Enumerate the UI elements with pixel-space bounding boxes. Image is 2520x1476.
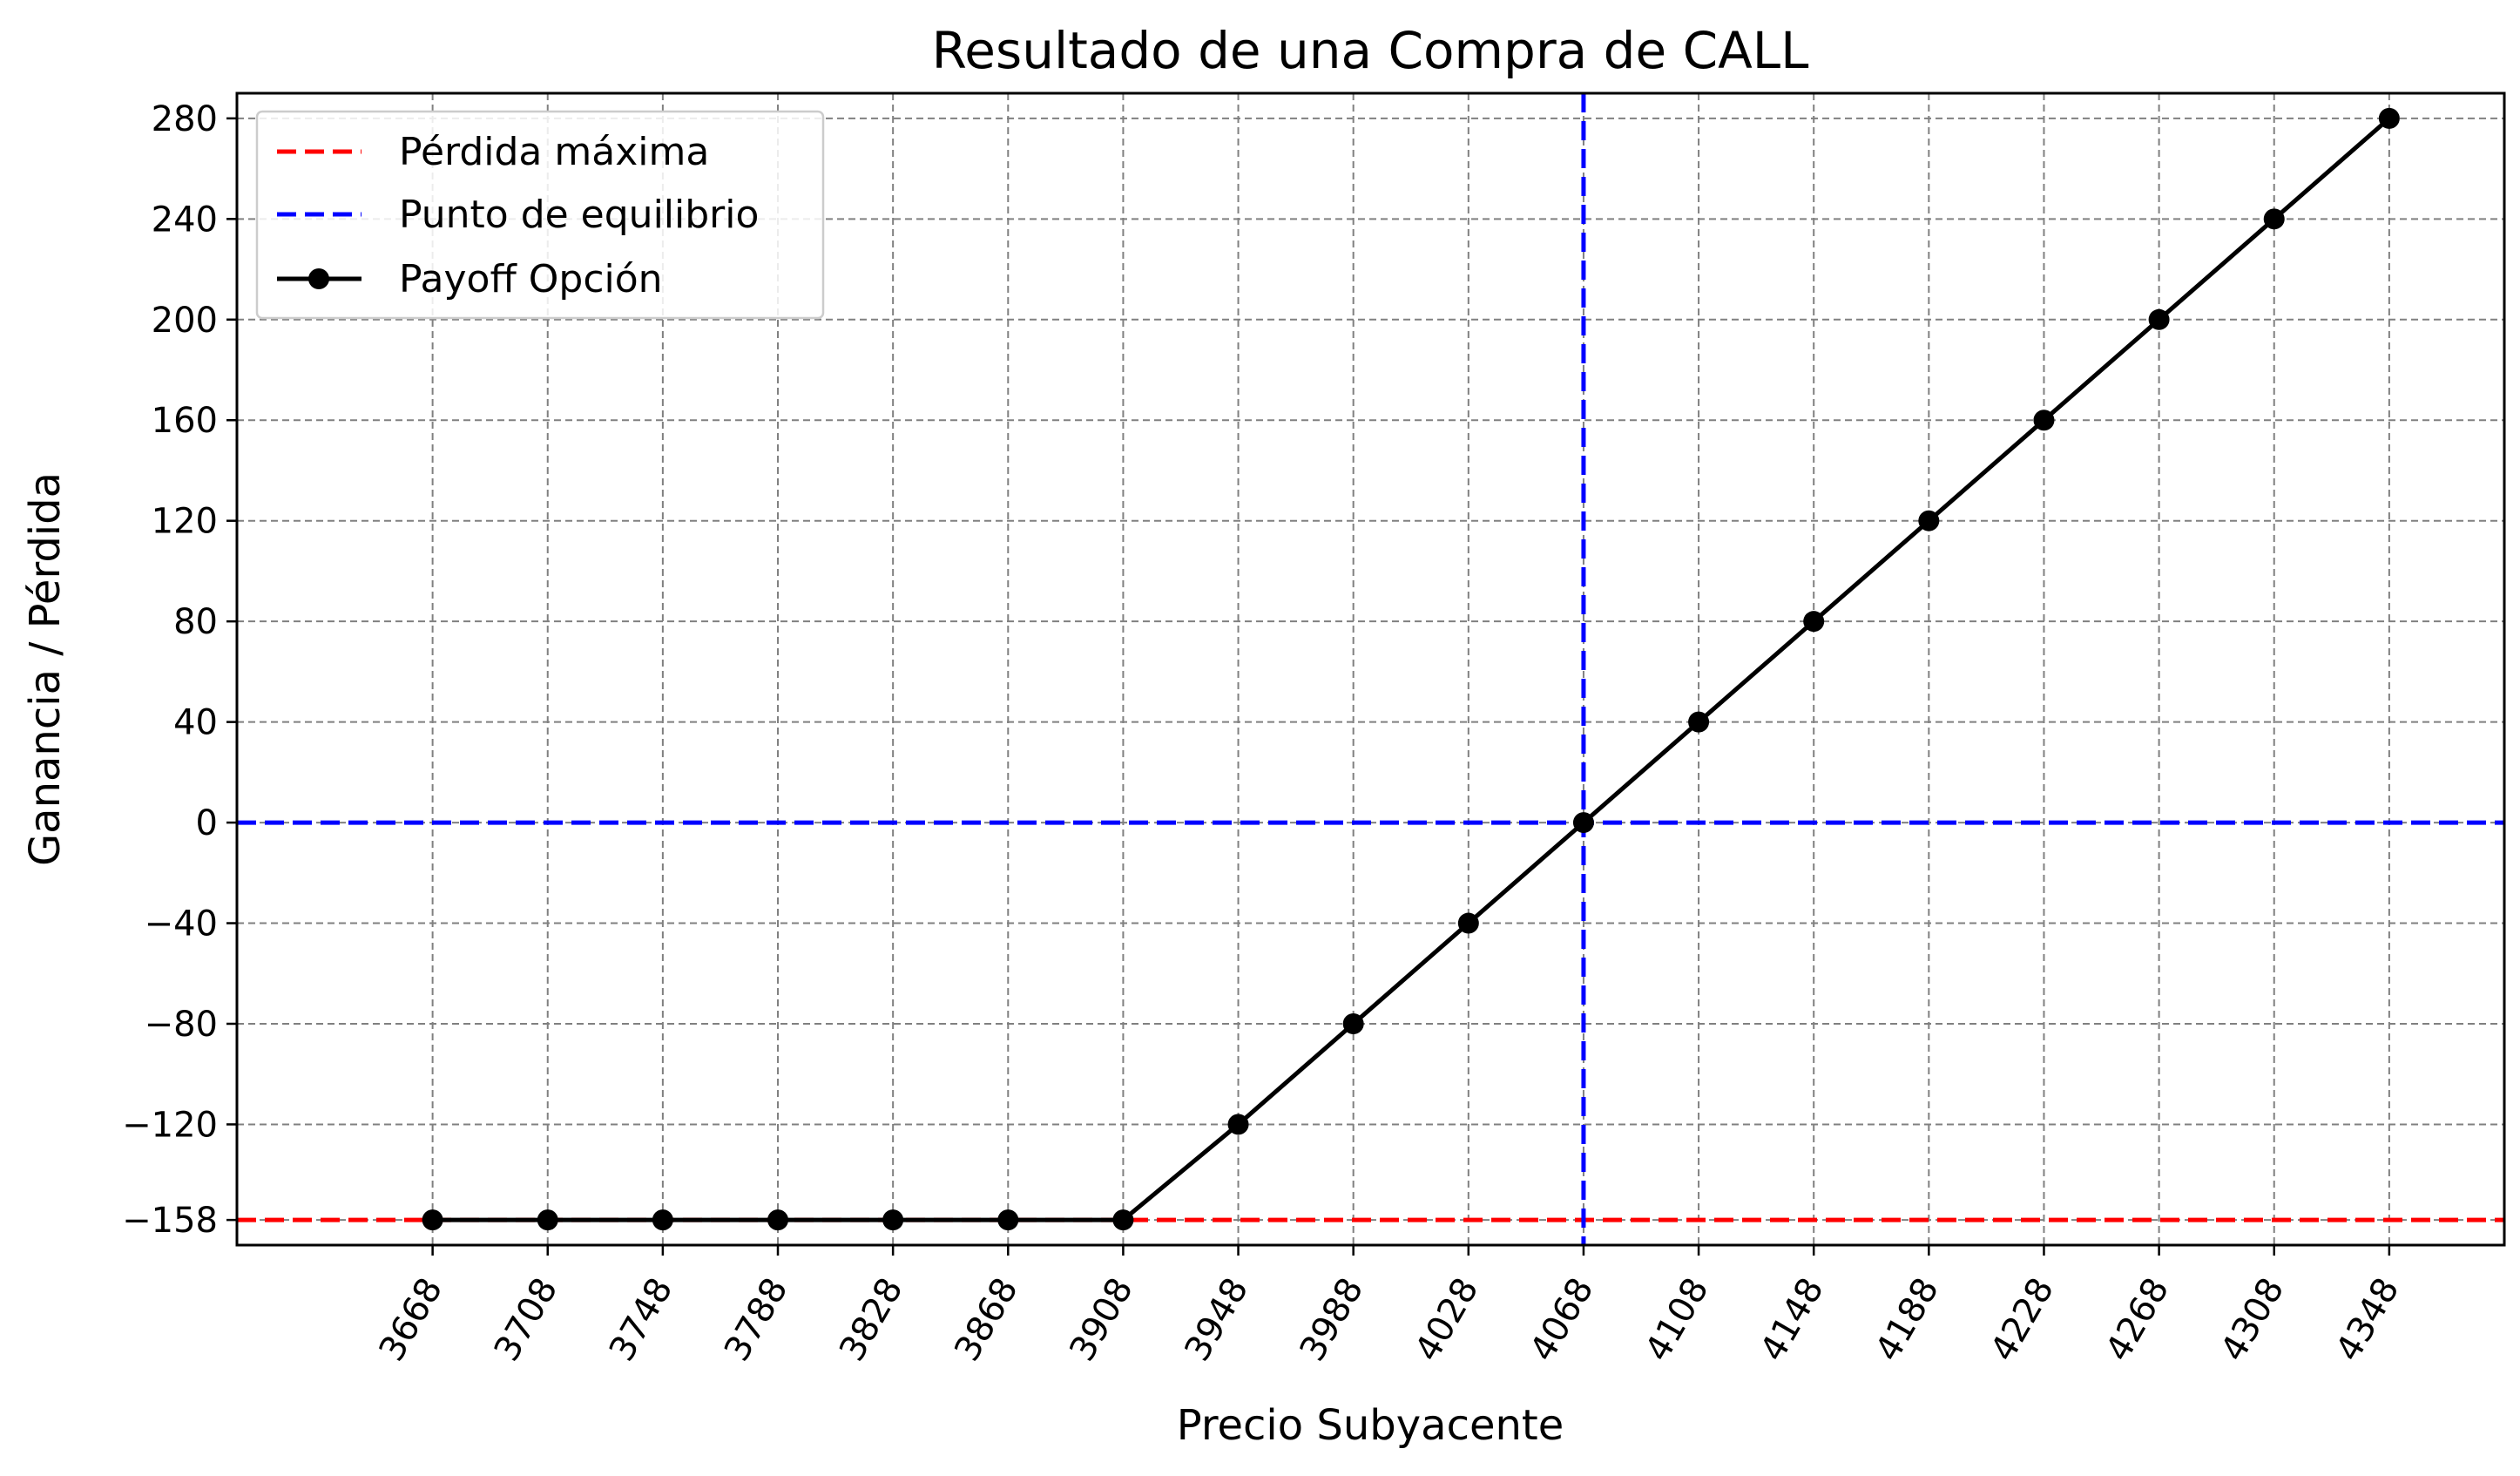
legend-label: Payoff Opción (399, 257, 663, 301)
series-line (432, 116, 2391, 1222)
data-point (1457, 912, 1479, 934)
y-axis-label: Ganancia / Pérdida (21, 472, 70, 866)
y-tick-label: −40 (145, 904, 218, 945)
data-point (1112, 1209, 1134, 1231)
y-tick-label: −120 (122, 1105, 218, 1145)
data-point (422, 1209, 443, 1231)
data-point (2378, 107, 2400, 129)
data-point (1227, 1114, 1249, 1135)
data-point (2033, 410, 2055, 431)
y-tick-label: 80 (173, 602, 218, 642)
data-point (1803, 611, 1825, 633)
data-point (1342, 1012, 1364, 1034)
x-axis-label: Precio Subyacente (1177, 1401, 1564, 1450)
legend-marker (308, 268, 329, 289)
data-point (1688, 711, 1710, 733)
y-tick-label: −80 (145, 1005, 218, 1045)
data-point (882, 1209, 904, 1231)
plot-frame (235, 91, 2506, 1247)
legend-box (255, 110, 825, 320)
y-tick-label: 280 (152, 99, 218, 139)
y-tick-label: 160 (152, 401, 218, 441)
y-tick-label: 120 (152, 502, 218, 542)
data-point (1918, 510, 1940, 531)
series-layer (422, 107, 2400, 1231)
data-point (2263, 208, 2285, 230)
chart-title: Resultado de una Compra de CALL (932, 21, 1809, 80)
data-point (997, 1209, 1019, 1231)
data-point (652, 1209, 673, 1231)
data-point (767, 1209, 789, 1231)
legend-label: Punto de equilibrio (399, 193, 759, 237)
data-point (2148, 308, 2170, 330)
y-tick-label: 0 (196, 803, 218, 843)
y-tick-label: 200 (152, 301, 218, 341)
data-point (1572, 812, 1594, 834)
legend-label: Pérdida máxima (399, 130, 709, 174)
data-point (537, 1209, 558, 1231)
y-tick-label: 40 (173, 703, 218, 743)
y-tick-label: −158 (122, 1201, 218, 1241)
legend: Pérdida máxima Punto de equilibrio Payoff … (255, 110, 825, 320)
y-tick-label: 240 (152, 200, 218, 240)
y-axis: 280 240 200 160 120 80 40 0 −40 −80 −120 −158 (122, 99, 237, 1241)
